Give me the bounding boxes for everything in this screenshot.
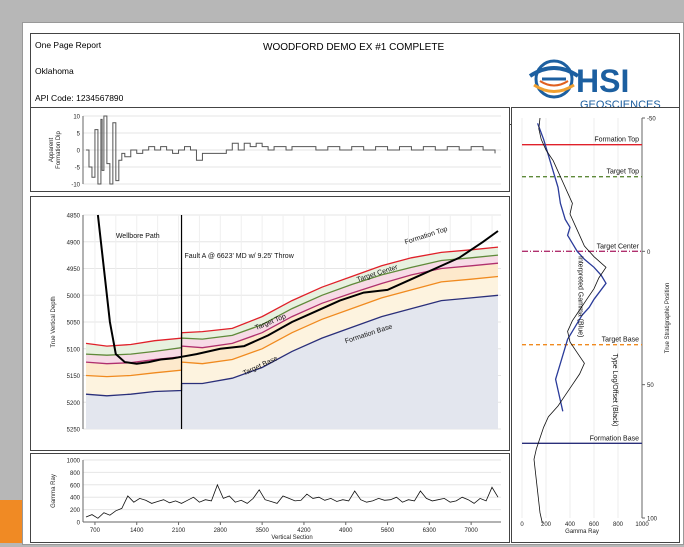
y-tick-label: 400 [70,496,81,502]
hsi-logo: HSI GEOSCIENCES [528,59,661,111]
y-tick-label: 4900 [67,240,81,246]
x-tick-label: 3500 [255,528,269,534]
y-tick-label: 5150 [67,374,81,380]
wellbore-label: Wellbore Path [116,233,160,240]
globe-swoosh-icon [528,59,580,99]
x-tick-label: 0 [520,522,524,528]
marker-label: Formation Base [590,435,640,442]
x-tick-label: 1000 [635,522,649,528]
y-tick-label: 4950 [67,267,81,273]
x-tick-label: 2100 [172,528,186,534]
x-tick-label: 6300 [423,528,437,534]
y-tick-label: 100 [647,517,658,523]
y-axis-label-line: Formation Dip [56,131,62,169]
y-tick-label: 5050 [67,321,81,327]
tvd-panel: 4850 4900 4950 5000 5050 5100 5150 5200 5250 True… [30,196,510,451]
typelog-chart: 0 200 400 600 800 1000 Gamma Ray -50 0 50 100 True … [520,117,671,536]
y-tick-label: 200 [70,508,81,514]
x-tick-label: 600 [589,522,600,528]
y-tick-label: -50 [647,117,656,123]
x-tick-label: 4900 [339,528,353,534]
y-tick-label: 5 [77,132,81,138]
y-tick-label: 5200 [67,401,81,407]
report-name: One Page Report [35,40,102,50]
y-tick-label: 5250 [67,428,81,434]
gamma-panel: 1000 800 600 400 200 0 700 1400 2100 2800 3500 4200… [30,453,510,543]
marker-label: Formation Top [594,137,639,144]
report-title: WOODFORD DEMO EX #1 COMPLETE [263,42,445,53]
wellbore-path-line [96,214,499,365]
x-tick-label: 2800 [214,528,228,534]
x-tick-label: 800 [613,522,624,528]
formation-top-label: Formation Top [404,226,449,246]
y-tick-label: -5 [75,166,81,172]
logo-text: HSI [576,63,629,99]
x-tick-label: 200 [541,522,552,528]
zone-fill [86,255,498,364]
y-axis-label-line: Apparent [49,137,55,162]
x-tick-label: 7000 [464,528,478,534]
horizon-line [85,294,499,397]
api-code: API Code: 1234567890 [35,93,124,103]
y-tick-label: 50 [647,383,654,389]
typelog-panel: 0 200 400 600 800 1000 Gamma Ray -50 0 50 100 True … [511,107,680,543]
horizon-line [85,254,499,356]
x-tick-label: 5600 [381,528,395,534]
horizon-line [85,246,499,347]
x-axis-label: Vertical Section [271,535,312,541]
orange-accent-bar [0,500,22,543]
x-tick-label: 400 [565,522,576,528]
y-tick-label: 10 [73,115,80,121]
y-tick-label: 800 [70,471,81,477]
y-tick-label: 4850 [67,214,81,220]
dip-chart: 10 5 0 -5 -10 ApparentFormation Dip [49,115,501,189]
horizon-line [85,275,499,378]
interpreted-gamma-label: Interpreted Gamma (Blue) [576,256,583,337]
report-page: One Page Report Oklahoma API Code: 12345… [22,22,684,545]
y-tick-label: 0 [647,250,651,256]
y-tick-label: 5100 [67,347,81,353]
y-tick-label: 0 [77,149,81,155]
y-axis-label: ApparentFormation Dip [49,131,62,169]
dip-series-line [85,115,496,185]
y-axis-label: True Vertical Depth [51,296,57,347]
dip-panel: 10 5 0 -5 -10 ApparentFormation Dip [30,107,510,192]
below-base-fill [86,295,498,429]
marker-label: Target Top [606,169,639,176]
fault-label: Fault A @ 6623' MD w/ 9.25' Throw [185,253,295,260]
x-tick-label: 700 [90,528,101,534]
horizon-line [85,262,499,365]
marker-label: Target Base [602,337,639,344]
y-tick-label: -10 [71,183,80,189]
gamma-chart: 1000 800 600 400 200 0 700 1400 2100 2800 3500 4200… [51,459,501,541]
y-axis-label: Gamma Ray [51,474,57,508]
typelog-series-line [533,117,607,524]
state-label: Oklahoma [35,66,74,76]
typelog-label: Type Log/Offset (Black) [611,353,618,426]
zone-fill [86,263,498,377]
x-tick-label: 1400 [130,528,144,534]
y-tick-label: 600 [70,483,81,489]
x-tick-label: 4200 [297,528,311,534]
tvd-chart: 4850 4900 4950 5000 5050 5100 5150 5200 5250 True… [51,214,501,434]
typelog-series-line [536,123,607,412]
y-axis-label: True Stratigraphic Position [665,283,671,353]
y-tick-label: 5000 [67,294,81,300]
x-axis-label: Gamma Ray [565,529,599,535]
zone-fill [86,276,498,396]
gamma-series-line [85,483,499,519]
y-tick-label: 1000 [67,459,81,465]
marker-label: Target Center [597,243,640,250]
y-tick-label: 0 [77,521,81,527]
company-logo: HSI GEOSCIENCES [520,50,680,112]
